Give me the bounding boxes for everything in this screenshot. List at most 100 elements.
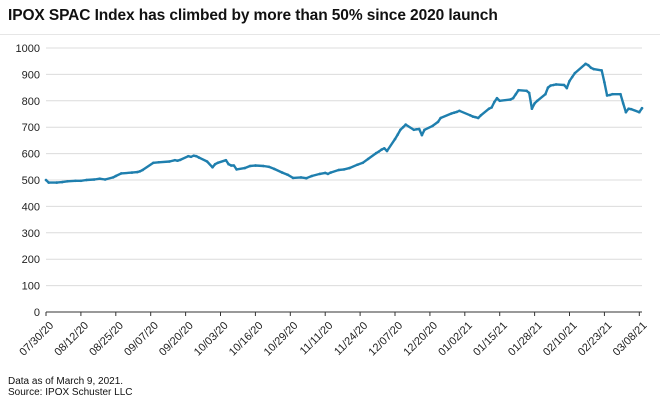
data-point [399,128,402,132]
data-point [479,114,483,117]
data-point [533,102,536,105]
data-point [423,128,426,132]
data-point [436,120,440,124]
data-point [168,160,171,163]
data-point [157,161,161,164]
x-tick-label: 11/24/20 [332,320,370,358]
data-point [603,81,606,84]
data-point [439,116,442,120]
data-point [299,176,303,179]
x-tick-label: 01/02/21 [436,320,475,359]
x-tick-label: 02/23/21 [576,320,615,359]
data-point [361,161,365,165]
y-tick-label: 0 [34,307,40,319]
data-point [621,102,625,105]
data-point [189,155,193,159]
data-point [573,71,577,75]
data-point [114,174,118,178]
x-tick-label: 12/20/20 [401,320,440,359]
data-point [130,171,134,174]
data-point [136,170,139,174]
data-point [235,168,238,171]
data-point [498,99,502,103]
data-point [455,110,459,114]
data-point [281,171,284,174]
title-divider [0,34,660,35]
data-point [476,116,480,120]
data-point [176,159,179,162]
data-point [589,66,593,70]
data-point [216,161,220,165]
x-tick-label: 10/03/20 [192,320,231,359]
data-point [536,99,539,103]
y-tick-label: 700 [22,122,40,134]
data-point [329,171,332,174]
data-point [471,115,475,118]
data-point [178,158,182,162]
data-point [401,125,405,129]
data-point [211,166,214,169]
data-point [396,133,400,136]
data-point [342,168,346,171]
data-point [380,148,383,151]
data-point [232,164,236,167]
data-point [111,176,115,179]
y-tick-label: 400 [22,201,40,213]
series-layer [44,62,644,184]
data-point [366,157,370,161]
data-point [474,115,477,119]
data-point [627,107,630,110]
data-point [374,151,378,155]
y-tick-label: 600 [22,149,40,161]
x-tick-label: 08/12/20 [52,320,91,359]
data-point [587,63,590,67]
data-point [383,147,386,150]
y-tick-label: 900 [22,69,40,81]
x-tick-label: 11/11/20 [298,320,336,358]
data-point [619,92,622,96]
data-point [514,92,518,96]
data-point [93,178,96,181]
data-point [138,170,142,173]
data-point [337,168,340,172]
series-line-ipox-spac-index [44,62,644,184]
data-point [493,100,496,104]
data-point [605,94,609,97]
data-point [98,177,101,180]
data-point [173,158,177,162]
x-tick-label: 12/07/20 [366,320,405,359]
data-point [554,83,558,86]
data-point [630,107,633,111]
data-point [310,174,314,178]
data-point [55,181,58,184]
data-point [326,172,330,176]
x-tick-label: 10/16/20 [227,320,266,359]
x-tick-label: 07/30/20 [17,320,56,359]
data-point [74,179,77,183]
data-point [404,123,408,126]
data-point [286,173,289,176]
data-point [450,112,453,115]
data-point [254,164,257,167]
data-point [267,165,271,169]
data-point [248,164,252,168]
data-point [119,172,123,175]
data-point [205,160,209,163]
data-point [552,83,555,87]
x-tick-label: 09/20/20 [157,320,196,359]
data-point [638,110,641,114]
data-point [85,178,88,182]
data-point [377,150,381,153]
data-point [565,86,569,90]
data-point [487,107,491,110]
chart-title: IPOX SPAC Index has climbed by more than… [8,7,498,24]
data-point [262,164,265,168]
data-point [195,154,198,158]
data-point [570,75,574,79]
data-point [291,176,295,180]
data-point [420,133,424,137]
data-point [44,178,48,182]
data-point [103,178,107,181]
y-axis: 0 100 200 300 400 500 600 700 800 900 1000 [16,43,40,319]
data-point [608,93,612,97]
